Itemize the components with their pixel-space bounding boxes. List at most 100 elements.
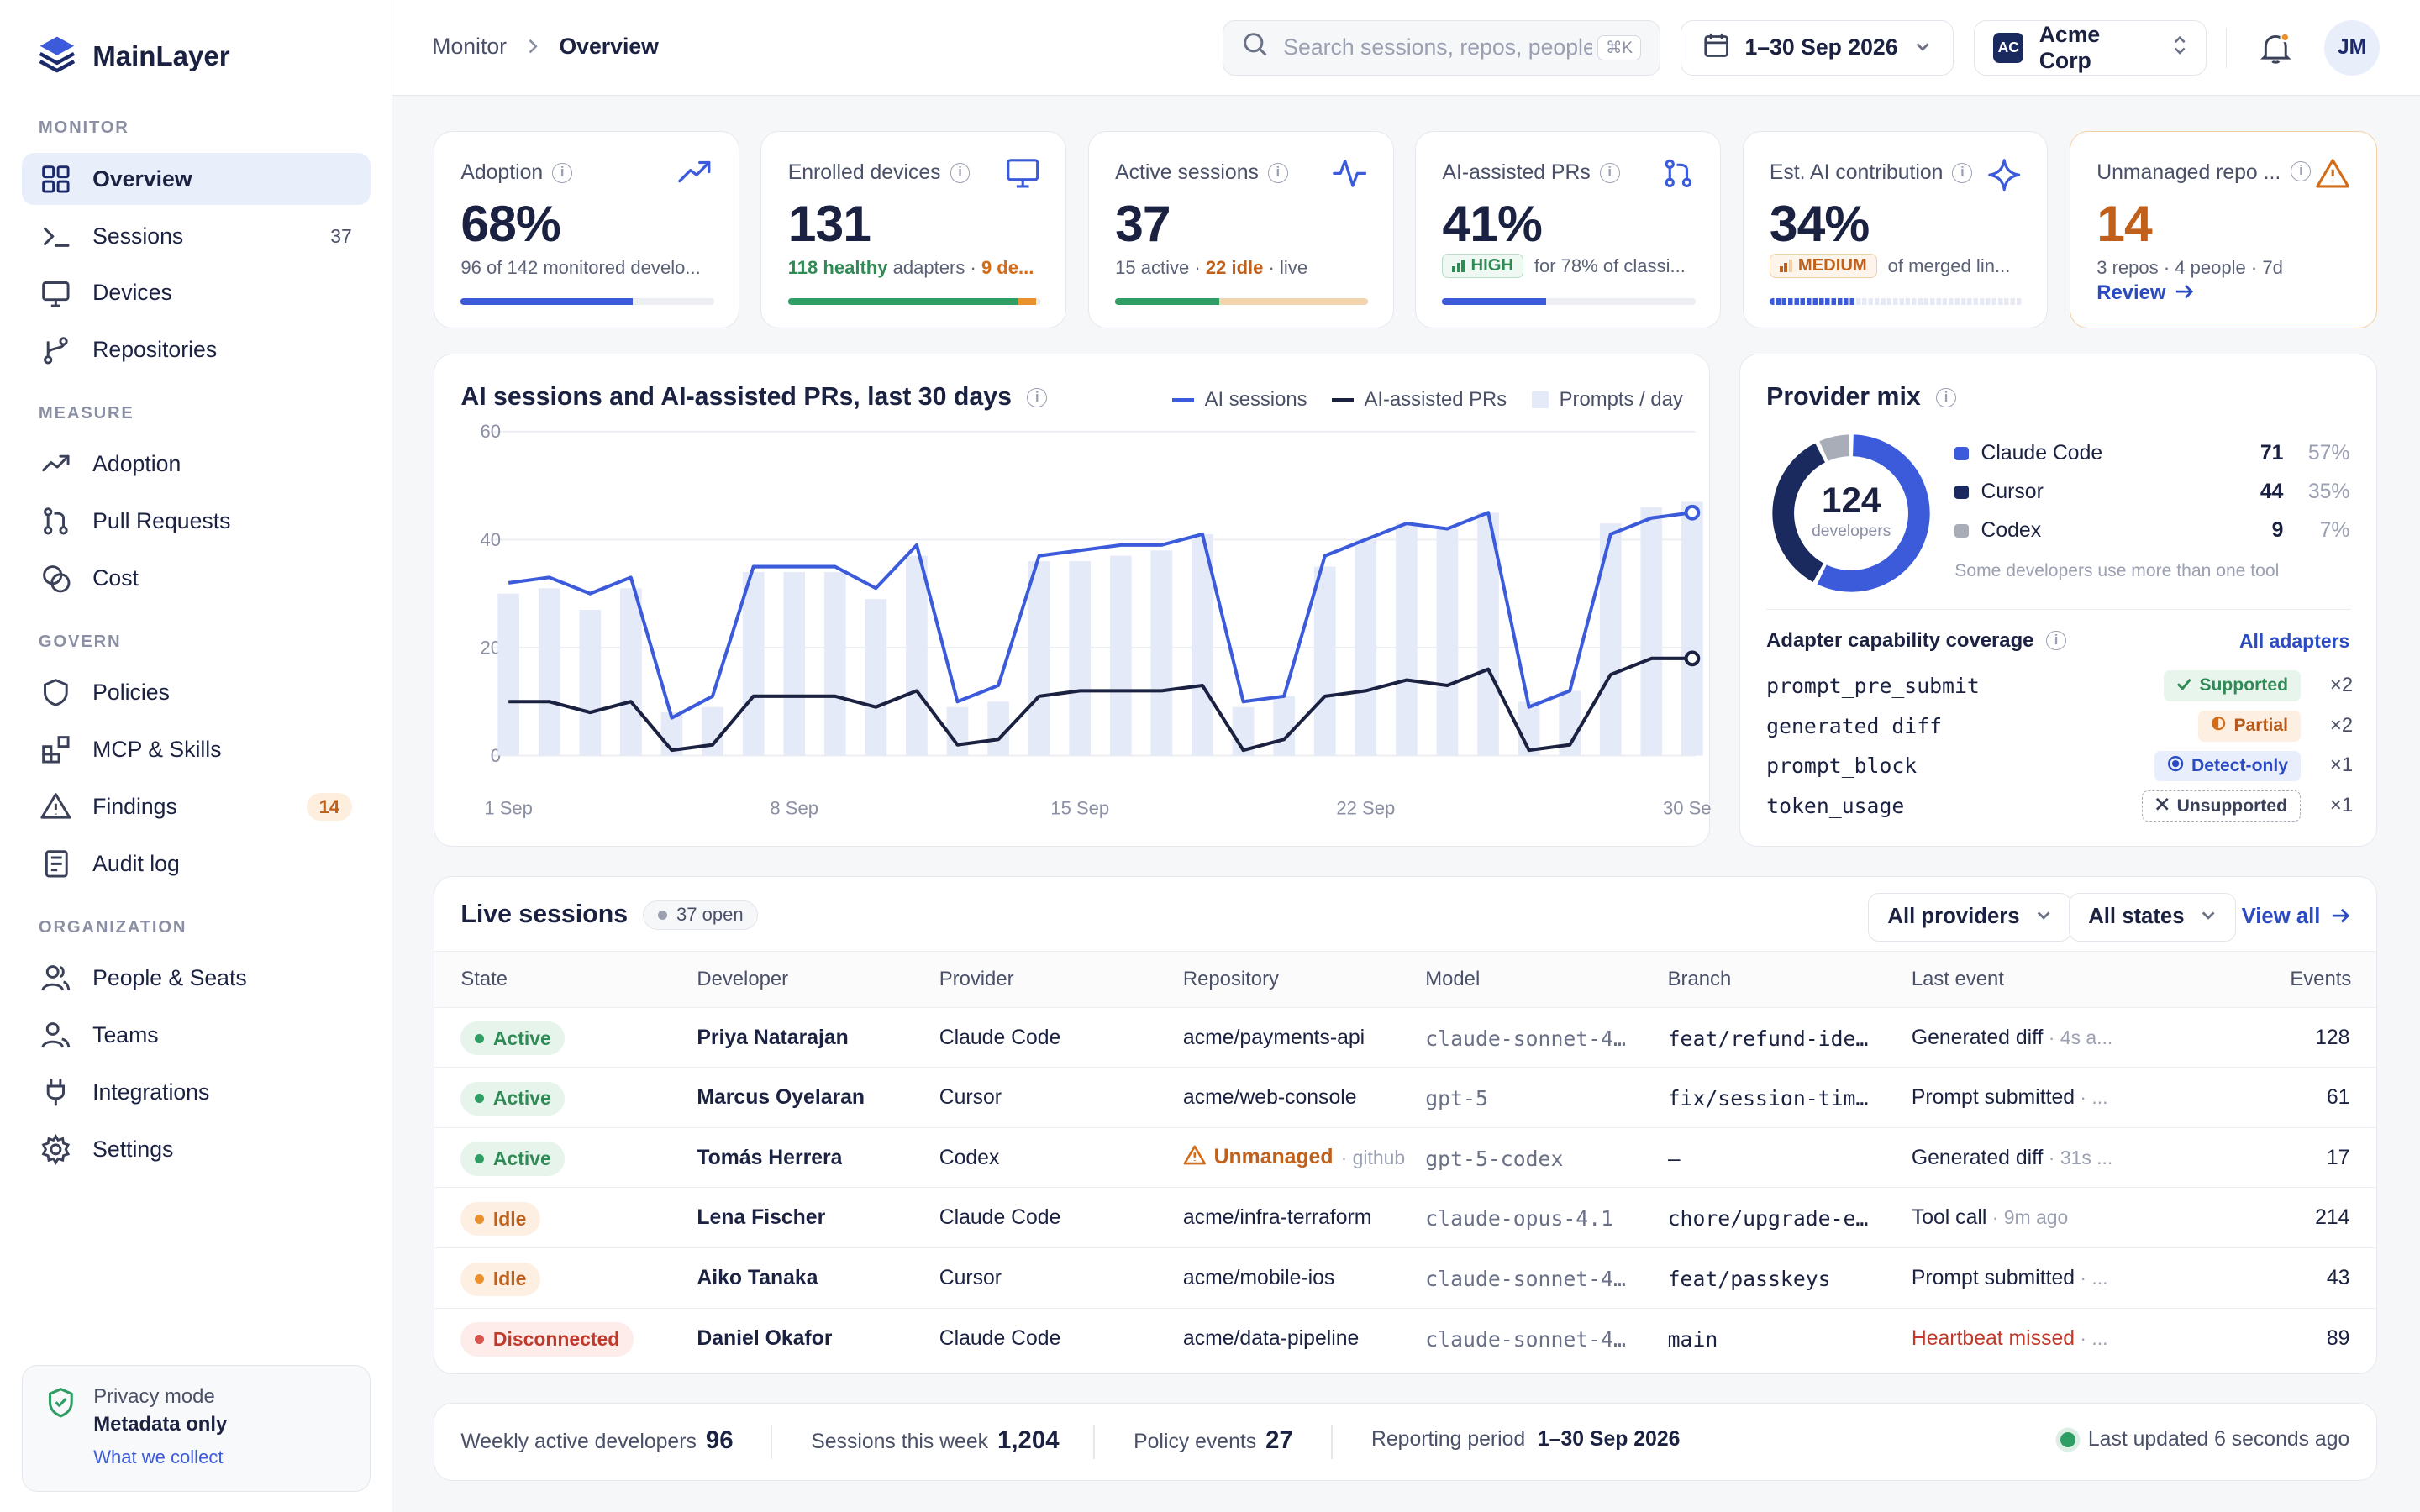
column-model[interactable]: Model bbox=[1425, 967, 1481, 990]
repository-name[interactable]: acme/payments-api bbox=[1182, 1026, 1365, 1049]
all-adapters-link[interactable]: All adapters bbox=[2238, 630, 2350, 653]
sidebar-item-adoption[interactable]: Adoption bbox=[22, 438, 371, 491]
repository-name[interactable]: acme/web-console bbox=[1182, 1086, 1357, 1110]
signal-bars-icon bbox=[1452, 260, 1465, 272]
sidebar-item-repositories[interactable]: Repositories bbox=[22, 324, 371, 376]
states-filter[interactable]: All states bbox=[2069, 892, 2237, 942]
developer-name[interactable]: Tomás Herrera bbox=[697, 1146, 843, 1169]
sidebar-item-pull-requests[interactable]: Pull Requests bbox=[22, 496, 371, 548]
kpi-card-enrolled-devices[interactable]: Enrolled devices i 131 118 healthy adapte… bbox=[760, 131, 1067, 329]
column-developer[interactable]: Developer bbox=[697, 967, 789, 990]
providers-filter[interactable]: All providers bbox=[1868, 892, 2072, 942]
capability-row: generated_diff Partial ×2 bbox=[1766, 706, 2353, 746]
provider-row-codex[interactable]: Codex 9 7% bbox=[1954, 517, 2349, 549]
sidebar-item-mcp-skills[interactable]: MCP & Skills bbox=[22, 723, 371, 775]
kpi-warn-text: 9 de... bbox=[981, 256, 1034, 278]
column-events[interactable]: Events bbox=[2290, 967, 2352, 990]
donut-slice-claude-code[interactable] bbox=[1817, 434, 1930, 592]
search-input[interactable] bbox=[1283, 34, 1592, 61]
table-row[interactable]: Active Priya Natarajan Claude Code acme/pay… bbox=[434, 1006, 2376, 1068]
kpi-card-ai-contribution[interactable]: Est. AI contribution i 34% MEDIUM of merg… bbox=[1742, 131, 2049, 329]
sidebar-item-devices[interactable]: Devices bbox=[22, 267, 371, 319]
bell-icon[interactable] bbox=[2260, 31, 2292, 71]
table-row[interactable]: Active Marcus Oyelaran Cursor acme/web-cons… bbox=[434, 1067, 2376, 1127]
line-ai-sessions bbox=[508, 510, 1693, 720]
table-row[interactable]: Idle Lena Fischer Claude Code acme/infra-te… bbox=[434, 1187, 2376, 1247]
kpi-card-ai-assisted-prs[interactable]: AI-assisted PRs i 41% HIGH for 78% of cla… bbox=[1415, 131, 1721, 329]
column-provider[interactable]: Provider bbox=[939, 967, 1014, 990]
org-switcher[interactable]: AC Acme Corp bbox=[1974, 19, 2207, 76]
sidebar-item-people-seats[interactable]: People & Seats bbox=[22, 952, 371, 1004]
sidebar-item-cost[interactable]: Cost bbox=[22, 553, 371, 605]
table-row[interactable]: Disconnected Daniel Okafor Claude Code acme… bbox=[434, 1307, 2376, 1368]
info-icon[interactable]: i bbox=[950, 163, 971, 183]
table-row[interactable]: Active Tomás Herrera Codex Unmanaged · gith… bbox=[434, 1126, 2376, 1188]
column-repository[interactable]: Repository bbox=[1182, 967, 1279, 990]
users-icon bbox=[40, 963, 71, 994]
nav-section-organization: ORGANIZATION bbox=[38, 917, 187, 937]
provider-row-claude[interactable]: Claude Code 71 57% bbox=[1954, 440, 2349, 471]
kpi-card-active-sessions[interactable]: Active sessions i 37 15 active · 22 idle … bbox=[1087, 131, 1394, 329]
column-last-event[interactable]: Last event bbox=[1911, 967, 2004, 990]
sidebar-item-sessions[interactable]: Sessions 37 bbox=[22, 210, 371, 262]
legend-ai-sessions[interactable]: AI sessions bbox=[1172, 388, 1307, 412]
table-row[interactable]: Idle Aiko Tanaka Cursor acme/mobile-ios clau… bbox=[434, 1247, 2376, 1308]
info-icon[interactable]: i bbox=[1267, 163, 1288, 183]
provider-row-cursor[interactable]: Cursor 44 35% bbox=[1954, 479, 2349, 510]
user-avatar[interactable]: JM bbox=[2324, 19, 2381, 76]
sidebar-item-integrations[interactable]: Integrations bbox=[22, 1066, 371, 1118]
developer-name[interactable]: Marcus Oyelaran bbox=[697, 1086, 865, 1110]
donut-slice-cursor[interactable] bbox=[1772, 443, 1826, 582]
sidebar-item-audit-log[interactable]: Audit log bbox=[22, 837, 371, 890]
repository-name[interactable]: acme/infra-terraform bbox=[1182, 1206, 1372, 1230]
model-name: claude-sonnet-4… bbox=[1425, 1326, 1626, 1352]
kpi-title: Active sessions bbox=[1115, 161, 1259, 184]
brand[interactable]: MainLayer bbox=[37, 34, 230, 81]
info-icon[interactable]: i bbox=[2046, 630, 2066, 651]
repository-name[interactable]: acme/data-pipeline bbox=[1182, 1326, 1360, 1350]
review-link[interactable]: Review bbox=[2096, 281, 2194, 305]
capability-name: prompt_pre_submit bbox=[1766, 673, 1980, 698]
repo-unmanaged[interactable]: Unmanaged · github bbox=[1183, 1145, 1415, 1171]
column-state[interactable]: State bbox=[460, 967, 508, 990]
date-range-picker[interactable]: 1–30 Sep 2026 bbox=[1681, 19, 1954, 76]
sidebar-item-teams[interactable]: Teams bbox=[22, 1009, 371, 1061]
sidebar-item-policies[interactable]: Policies bbox=[22, 666, 371, 718]
info-icon[interactable]: i bbox=[552, 163, 573, 183]
donut-slice-codex[interactable] bbox=[1819, 434, 1850, 461]
sidebar-item-label: Devices bbox=[92, 280, 172, 306]
model-name: gpt-5 bbox=[1425, 1086, 1488, 1111]
legend-ai-prs[interactable]: AI-assisted PRs bbox=[1331, 388, 1507, 412]
sidebar-item-label: People & Seats bbox=[92, 964, 247, 990]
model-name: claude-sonnet-4… bbox=[1425, 1026, 1626, 1051]
repository-name[interactable]: acme/mobile-ios bbox=[1182, 1267, 1335, 1290]
info-icon[interactable]: i bbox=[1027, 387, 1048, 408]
developer-name[interactable]: Aiko Tanaka bbox=[697, 1267, 818, 1290]
info-icon[interactable]: i bbox=[1952, 163, 1973, 183]
sidebar-item-findings[interactable]: Findings 14 bbox=[22, 780, 371, 832]
developer-name[interactable]: Daniel Okafor bbox=[697, 1326, 833, 1350]
provider-name: Claude Code bbox=[1981, 442, 2103, 465]
developer-name[interactable]: Lena Fischer bbox=[697, 1206, 826, 1230]
status-badge-partial: Partial bbox=[2198, 710, 2301, 742]
status-badge-label: Unsupported bbox=[2176, 795, 2287, 816]
capability-multiplier: ×2 bbox=[2329, 713, 2354, 737]
kpi-card-adoption[interactable]: Adoption i 68% 96 of 142 monitored develo… bbox=[434, 131, 739, 329]
search-box[interactable]: ⌘K bbox=[1222, 19, 1661, 76]
column-branch[interactable]: Branch bbox=[1667, 967, 1732, 990]
event-count: 214 bbox=[2315, 1206, 2350, 1230]
sessions-chart-card: AI sessions and AI-assisted PRs, last 30… bbox=[434, 353, 1711, 848]
breadcrumb-monitor[interactable]: Monitor bbox=[432, 34, 508, 60]
info-icon[interactable]: i bbox=[2291, 161, 2312, 181]
provider-count: 71 bbox=[2260, 442, 2284, 465]
sidebar-item-settings[interactable]: Settings bbox=[22, 1123, 371, 1175]
info-icon[interactable]: i bbox=[1936, 387, 1956, 408]
kpi-card-unmanaged-repos[interactable]: Unmanaged repo ... i 14 3 repos · 4 peop… bbox=[2070, 131, 2377, 329]
what-we-collect-link[interactable]: What we collect bbox=[93, 1446, 224, 1467]
legend-prompts[interactable]: Prompts / day bbox=[1531, 388, 1683, 412]
info-icon[interactable]: i bbox=[1599, 163, 1620, 183]
developer-name[interactable]: Priya Natarajan bbox=[697, 1026, 849, 1049]
sidebar-item-overview[interactable]: Overview bbox=[21, 152, 371, 206]
view-all-link[interactable]: View all bbox=[2242, 905, 2350, 929]
